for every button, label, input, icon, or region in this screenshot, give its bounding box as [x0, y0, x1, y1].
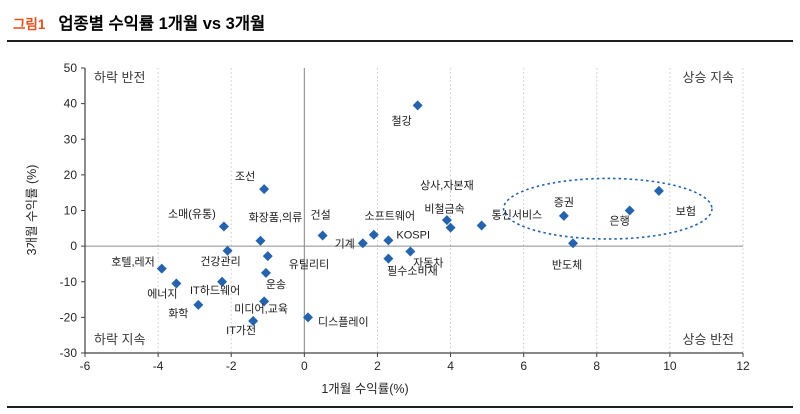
data-point: [259, 184, 270, 195]
data-point: [441, 215, 452, 226]
y-tick-label: 0: [70, 239, 77, 253]
y-tick-label: 50: [64, 61, 78, 75]
point-label: 상사,자본재: [420, 179, 474, 192]
data-point: [171, 278, 182, 289]
y-tick-label: -20: [60, 310, 78, 324]
data-point: [368, 229, 379, 240]
point-label: 화장품,의류: [249, 211, 303, 224]
data-point: [248, 315, 259, 326]
x-tick-label: 8: [593, 359, 600, 373]
data-point: [383, 253, 394, 264]
x-tick-label: 2: [374, 359, 381, 373]
point-label: 소프트웨어: [364, 210, 415, 223]
point-label: 운송: [266, 278, 286, 291]
y-tick-label: 30: [64, 132, 78, 146]
data-point: [405, 246, 416, 257]
point-label: 조선: [235, 170, 255, 183]
x-tick-label: 4: [447, 359, 454, 373]
y-tick-label: 10: [64, 204, 78, 218]
point-label: 에너지: [147, 288, 177, 301]
corner-label-bottom-left: 하락 지속: [94, 332, 145, 347]
data-point: [383, 235, 394, 246]
data-point: [568, 238, 579, 249]
point-label: 철강: [392, 114, 412, 127]
y-tick-label: 40: [64, 97, 78, 111]
point-label: IT하드웨어: [190, 283, 240, 297]
data-point: [262, 251, 273, 262]
y-tick-label: -10: [60, 275, 78, 289]
corner-label-bottom-right: 상승 반전: [683, 332, 734, 347]
y-axis-title: 3개월 수익률 (%): [25, 165, 39, 256]
x-tick-label: 12: [736, 359, 750, 373]
x-tick-label: -2: [226, 359, 237, 373]
point-label: 미디어,교육: [234, 302, 288, 315]
point-label: 소매(유통): [168, 208, 216, 221]
point-label: 호텔,레저: [111, 256, 155, 269]
data-point: [156, 263, 167, 274]
point-label: 비철금속: [424, 203, 464, 216]
data-point: [259, 296, 270, 307]
point-label: IT가전: [226, 324, 256, 337]
point-label: 디스플레이: [318, 315, 369, 328]
y-tick-label: 20: [64, 168, 78, 182]
data-point: [445, 222, 456, 233]
data-point: [317, 230, 328, 241]
data-point: [558, 210, 569, 221]
x-tick-label: -4: [153, 359, 164, 373]
figure-header: 그림1 업종별 수익률 1개월 vs 3개월: [0, 0, 800, 40]
point-label: 통신서비스: [492, 208, 543, 221]
header-divider: [7, 40, 793, 42]
corner-label-top-right: 상승 지속: [683, 70, 734, 85]
data-point: [218, 221, 229, 232]
data-point: [260, 267, 271, 278]
y-tick-label: -30: [60, 346, 78, 360]
data-point: [222, 245, 233, 256]
point-label: 증권: [554, 196, 574, 209]
point-label: 필수소비재: [387, 265, 438, 278]
bottom-divider: [7, 406, 793, 408]
data-point: [412, 100, 423, 111]
data-point: [255, 235, 266, 246]
x-tick-label: -6: [80, 359, 91, 373]
point-label: 화학: [168, 307, 188, 320]
figure-tag: 그림1: [13, 17, 46, 32]
point-label: 은행: [610, 215, 630, 228]
point-label: KOSPI: [396, 229, 430, 241]
data-point: [302, 312, 313, 323]
data-point: [653, 185, 664, 196]
point-label: 건강관리: [200, 255, 240, 268]
data-point: [217, 276, 228, 287]
corner-label-top-left: 하락 반전: [94, 70, 145, 85]
data-point: [476, 220, 487, 231]
point-label: 유틸리티: [289, 258, 329, 271]
x-tick-label: 0: [301, 359, 308, 373]
figure-title: 업종별 수익률 1개월 vs 3개월: [58, 15, 266, 33]
x-tick-label: 6: [520, 359, 527, 373]
x-axis-title: 1개월 수익률(%): [321, 382, 408, 396]
data-point: [624, 205, 635, 216]
x-tick-label: 10: [663, 359, 677, 373]
point-label: 건설: [310, 208, 330, 221]
point-label: 보험: [676, 205, 696, 218]
point-label: 반도체: [552, 258, 582, 271]
data-point: [357, 238, 368, 249]
data-point: [193, 299, 204, 310]
point-label: 자동차: [413, 256, 443, 269]
highlight-ellipse: [502, 177, 713, 240]
point-label: 기계: [335, 237, 355, 250]
